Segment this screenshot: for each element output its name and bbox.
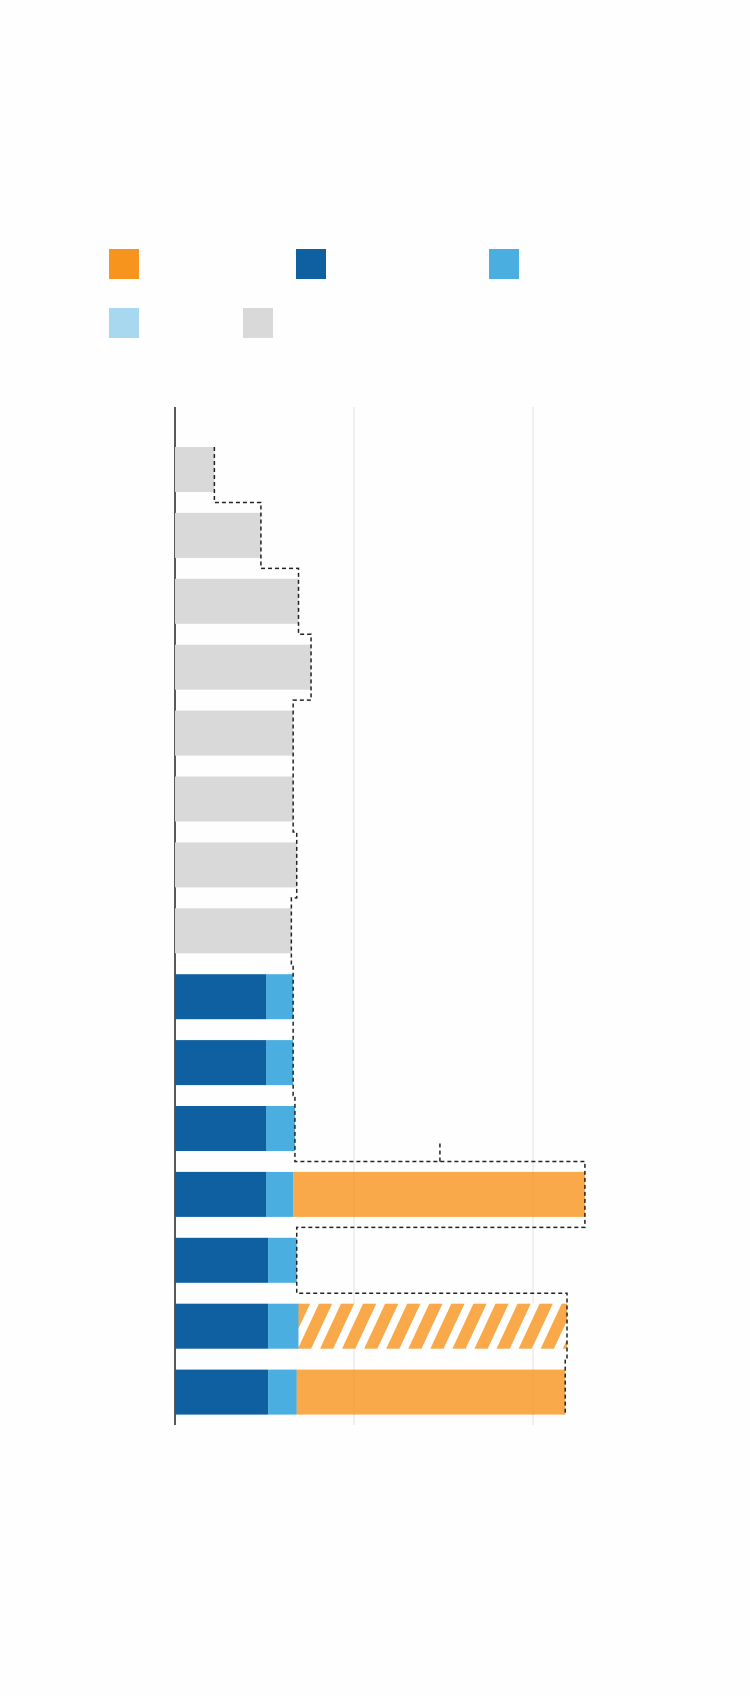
bar — [175, 776, 294, 822]
legend — [109, 249, 519, 338]
bar — [175, 1237, 269, 1283]
legend-swatch — [109, 308, 139, 338]
bar — [175, 644, 312, 690]
total-outline — [213, 447, 586, 1415]
bar — [175, 1040, 267, 1086]
bar — [266, 1171, 294, 1217]
bar — [175, 1303, 269, 1349]
bar — [175, 1106, 267, 1151]
bar — [268, 1303, 299, 1349]
bar — [175, 1369, 269, 1415]
legend-swatch — [243, 308, 273, 338]
bar — [296, 1369, 566, 1415]
legend-swatch — [489, 249, 519, 279]
bar — [293, 1171, 585, 1217]
bar — [175, 710, 294, 756]
bar — [175, 842, 297, 888]
legend-swatch — [109, 249, 139, 279]
bar — [266, 974, 294, 1020]
bar — [268, 1369, 297, 1415]
bar — [298, 1303, 568, 1349]
plot-area — [174, 407, 586, 1425]
legend-swatch — [296, 249, 326, 279]
bar — [175, 974, 267, 1020]
bar — [175, 908, 292, 954]
bar — [175, 447, 215, 492]
bar — [266, 1040, 294, 1086]
bar — [175, 578, 299, 624]
bar — [266, 1106, 295, 1151]
bar — [175, 1171, 267, 1217]
bar — [175, 512, 261, 558]
bar — [268, 1237, 297, 1283]
